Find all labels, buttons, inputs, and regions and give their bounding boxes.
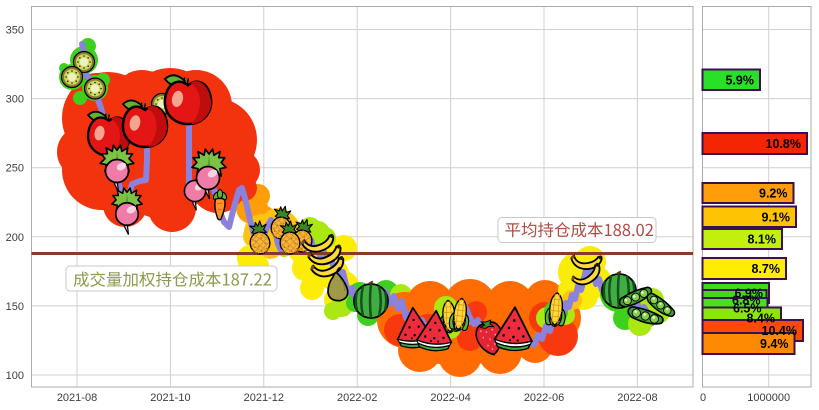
svg-text:5.9%: 5.9% [726, 73, 755, 87]
svg-text:10.8%: 10.8% [766, 137, 801, 151]
svg-text:8.7%: 8.7% [752, 262, 781, 276]
svg-text:6.8%: 6.8% [732, 294, 761, 308]
svg-text:8.1%: 8.1% [748, 233, 777, 247]
svg-text:6.9%: 6.9% [735, 287, 764, 301]
svg-text:2022-06: 2022-06 [524, 392, 564, 404]
svg-text:2021-12: 2021-12 [244, 392, 284, 404]
svg-text:1000000: 1000000 [747, 392, 790, 404]
svg-text:2022-04: 2022-04 [430, 392, 470, 404]
svg-text:8.4%: 8.4% [747, 312, 776, 326]
svg-text:2022-02: 2022-02 [337, 392, 377, 404]
svg-text:2021-10: 2021-10 [150, 392, 190, 404]
svg-text:0: 0 [700, 392, 706, 404]
svg-text:6.5%: 6.5% [733, 302, 762, 316]
svg-text:300: 300 [6, 94, 24, 106]
svg-text:350: 350 [6, 25, 24, 37]
svg-text:9.4%: 9.4% [760, 337, 789, 351]
svg-text:250: 250 [6, 163, 24, 175]
svg-text:2021-08: 2021-08 [57, 392, 97, 404]
svg-text:9.2%: 9.2% [759, 187, 788, 201]
svg-text:100: 100 [6, 370, 24, 382]
svg-text:2022-08: 2022-08 [617, 392, 657, 404]
svg-text:150: 150 [6, 301, 24, 313]
svg-text:10.4%: 10.4% [762, 324, 797, 338]
svg-text:200: 200 [6, 232, 24, 244]
svg-text:9.1%: 9.1% [762, 210, 791, 224]
